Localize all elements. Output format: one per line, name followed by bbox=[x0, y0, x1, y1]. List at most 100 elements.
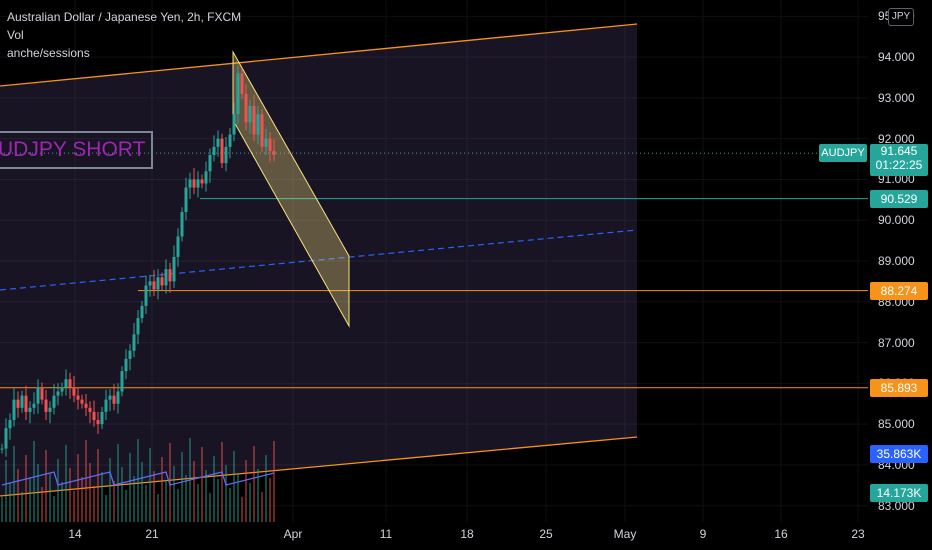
candle-body bbox=[248, 106, 252, 123]
volume-bar bbox=[137, 439, 139, 522]
candle-body bbox=[84, 403, 88, 408]
candle-body bbox=[268, 138, 272, 151]
volume-bar bbox=[193, 461, 195, 522]
candle-body bbox=[60, 387, 64, 392]
volume-bar bbox=[273, 441, 275, 522]
volume-bar bbox=[73, 491, 75, 522]
volume-bar bbox=[33, 441, 35, 522]
channel-median-line bbox=[0, 229, 638, 291]
volume-bar bbox=[29, 478, 31, 522]
text-note[interactable]: UDJPY SHORT bbox=[0, 131, 154, 169]
candle-body bbox=[52, 395, 56, 408]
candle-body bbox=[92, 411, 96, 421]
volume-bar bbox=[149, 448, 151, 522]
volume-bar bbox=[113, 481, 115, 522]
volume-bar bbox=[237, 474, 239, 522]
indicators bbox=[1, 471, 275, 486]
candle-body bbox=[216, 138, 220, 147]
candle-body bbox=[100, 411, 104, 425]
volume-bar bbox=[37, 464, 39, 522]
volume-bar bbox=[133, 476, 135, 522]
candle-body bbox=[124, 358, 128, 372]
candle-body bbox=[200, 179, 204, 184]
price-scale[interactable]: 95.00094.00093.00092.00091.00090.00089.0… bbox=[868, 0, 932, 522]
time-tick-label: 25 bbox=[539, 527, 553, 541]
sessions-indicator-label[interactable]: anche/sessions bbox=[7, 46, 90, 60]
volume-bar bbox=[9, 483, 11, 522]
volume-bar bbox=[1, 497, 3, 522]
volume-bar bbox=[225, 465, 227, 522]
candle-body bbox=[108, 395, 112, 400]
currency-button[interactable]: JPY bbox=[888, 8, 914, 26]
volume-bar bbox=[93, 486, 95, 522]
price-tick-label: 93.000 bbox=[878, 90, 915, 105]
volume-indicator-label[interactable]: Vol bbox=[7, 28, 24, 42]
candle-body bbox=[256, 114, 260, 135]
price-tag: 14.173K bbox=[870, 484, 928, 502]
candle-body bbox=[156, 277, 160, 290]
candle-body bbox=[4, 428, 8, 449]
volume-bar bbox=[245, 460, 247, 522]
volume-bar bbox=[269, 478, 271, 522]
candle-body bbox=[152, 281, 156, 290]
volume-bar bbox=[125, 490, 127, 522]
volume-bar bbox=[101, 472, 103, 522]
volume-bar bbox=[257, 469, 259, 522]
volume-bar bbox=[157, 494, 159, 522]
candle-body bbox=[168, 269, 172, 282]
candle-body bbox=[72, 387, 76, 396]
candle-body bbox=[176, 236, 180, 257]
candle-body bbox=[88, 407, 92, 412]
volume-bar bbox=[69, 468, 71, 522]
candle-body bbox=[36, 387, 40, 404]
candle-body bbox=[104, 399, 108, 412]
time-tick-label: 21 bbox=[145, 527, 159, 541]
volume-bar bbox=[201, 447, 203, 522]
candle-body bbox=[160, 277, 164, 286]
price-tick-label: 94.000 bbox=[878, 50, 915, 65]
candle-body bbox=[196, 179, 200, 188]
candle-body bbox=[140, 305, 144, 319]
volume-bar bbox=[153, 471, 155, 522]
time-tick-label: 23 bbox=[851, 527, 865, 541]
candle-body bbox=[180, 212, 184, 237]
volume-bar bbox=[221, 442, 223, 522]
volume-bar bbox=[5, 460, 7, 522]
volume-bar bbox=[117, 444, 119, 522]
volume-bar bbox=[89, 463, 91, 522]
candle-body bbox=[260, 114, 264, 147]
candle-body bbox=[224, 146, 228, 164]
candle-body bbox=[12, 399, 16, 421]
price-tick-label: 92.000 bbox=[878, 131, 915, 146]
candle-body bbox=[164, 269, 168, 286]
candle-body bbox=[116, 391, 120, 404]
volume-bar bbox=[177, 489, 179, 522]
candle-body bbox=[16, 399, 20, 408]
price-tick-label: 90.000 bbox=[878, 213, 915, 228]
candle-body bbox=[220, 138, 224, 164]
volume-bar bbox=[205, 470, 207, 522]
chart-canvas[interactable] bbox=[0, 0, 868, 522]
volume-bar bbox=[21, 492, 23, 522]
price-tick-label: 83.000 bbox=[878, 498, 915, 513]
candle-body bbox=[28, 407, 32, 412]
candle-body bbox=[188, 179, 192, 188]
time-tick-label: 11 bbox=[379, 527, 393, 541]
volume-bar bbox=[229, 488, 231, 522]
time-tick-label: May bbox=[613, 527, 637, 541]
candle-body bbox=[44, 399, 48, 412]
time-tick-label: 14 bbox=[68, 527, 82, 541]
volume-bar bbox=[45, 450, 47, 522]
symbol-title[interactable]: Australian Dollar / Japanese Yen, 2h, FX… bbox=[7, 10, 242, 24]
symbol-label: AUDJPY bbox=[819, 144, 867, 163]
bar-countdown: 01:22:25 bbox=[875, 158, 923, 173]
candle-body bbox=[252, 106, 256, 135]
channel-fill bbox=[0, 24, 637, 496]
volume-bar bbox=[253, 446, 255, 522]
price-tag: 88.274 bbox=[870, 281, 928, 300]
volume-bar bbox=[161, 457, 163, 522]
chart-legend: Australian Dollar / Japanese Yen, 2h, FX… bbox=[7, 8, 241, 62]
candle-body bbox=[244, 93, 248, 123]
volume-bar bbox=[109, 458, 111, 522]
time-scale[interactable]: 14 21 Apr 11 18 25 May 9 16 23 bbox=[0, 522, 868, 550]
